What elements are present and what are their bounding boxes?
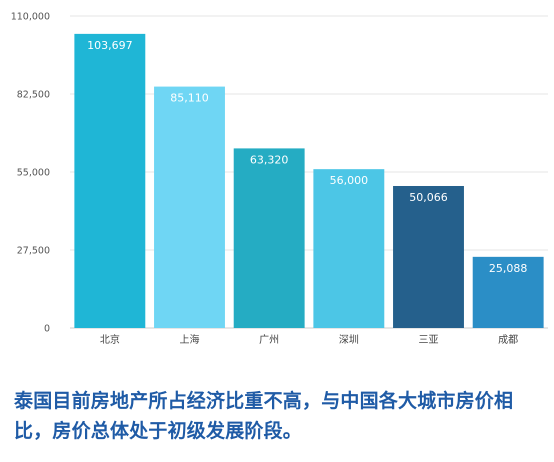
data-label: 103,697 xyxy=(87,39,133,52)
data-label: 50,066 xyxy=(409,191,448,204)
x-tick-label: 三亚 xyxy=(419,335,439,346)
bar-4 xyxy=(393,185,464,328)
x-tick-label: 深圳 xyxy=(339,334,359,346)
bar-1 xyxy=(154,86,225,328)
y-tick-label: 55,000 xyxy=(17,168,50,179)
data-label: 85,110 xyxy=(170,92,209,105)
chart-caption: 泰国目前房地产所占经济比重不高，与中国各大城市房价相比，房价总体处于初级发展阶段… xyxy=(14,390,514,442)
x-tick-label: 北京 xyxy=(100,333,120,346)
data-label: 56,000 xyxy=(330,174,369,187)
bar-5 xyxy=(472,256,544,328)
x-tick-label: 成都 xyxy=(498,334,518,346)
bar-3 xyxy=(313,169,385,328)
bar-2 xyxy=(233,148,305,328)
x-tick-label: 上海 xyxy=(180,333,200,346)
y-tick-label: 0 xyxy=(44,324,50,335)
y-tick-label: 27,500 xyxy=(17,246,50,257)
data-label: 25,088 xyxy=(489,262,528,275)
data-label: 63,320 xyxy=(250,153,289,166)
x-tick-label: 广州 xyxy=(259,334,279,346)
bar-chart: 0 27,500 55,000 82,500 110,000 103,697 北京 85,11… xyxy=(11,12,548,346)
y-tick-label: 110,000 xyxy=(11,12,50,23)
bar-0 xyxy=(74,33,146,329)
y-tick-label: 82,500 xyxy=(17,90,50,101)
